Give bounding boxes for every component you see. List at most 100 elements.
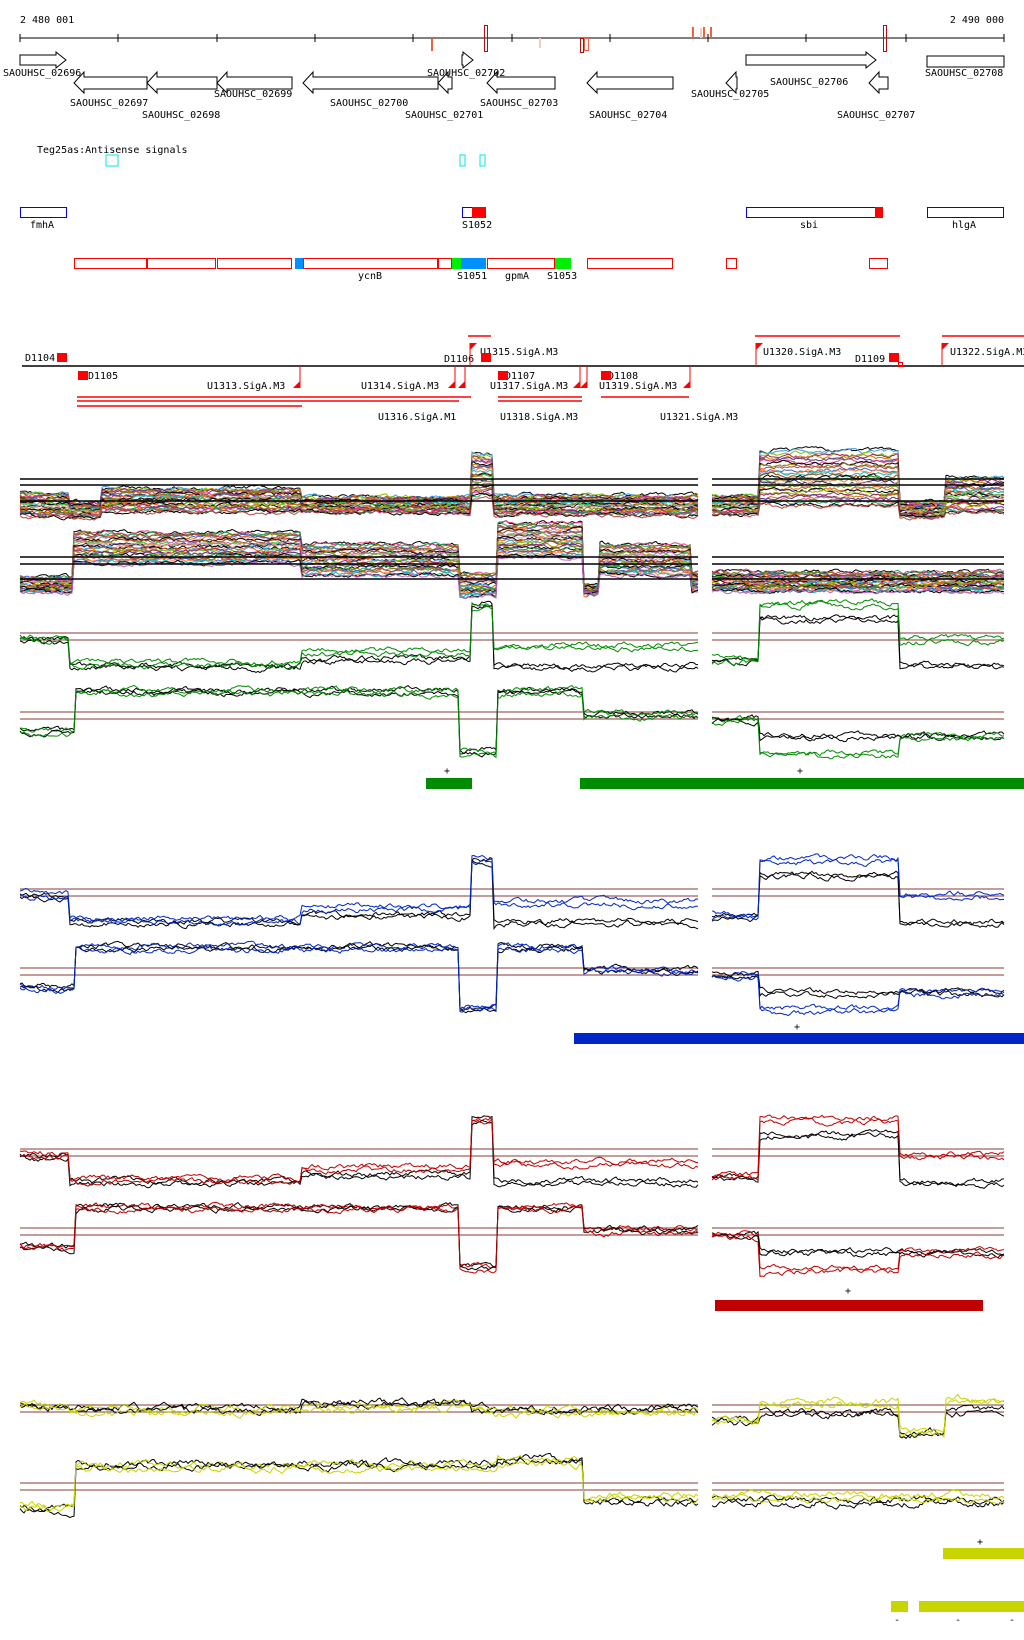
gene-arrow-icon (745, 50, 877, 70)
minus-strand-mark: - (955, 1615, 961, 1626)
expression-trace (19, 1114, 1005, 1183)
gene-label: SAOUHSC_02704 (589, 110, 667, 121)
annotation-box (555, 258, 571, 269)
annotation-box (74, 258, 147, 269)
antisense-track: Teg25as:Antisense signals (37, 145, 486, 167)
expression-trace (19, 853, 1005, 923)
gene-arrow-icon (73, 70, 148, 95)
plus-strand-mark: + (444, 766, 450, 777)
site-marker (898, 362, 903, 367)
gene-label: SAOUHSC_02698 (142, 110, 220, 121)
feature-sbi[interactable] (746, 207, 877, 218)
expression-trace (19, 1117, 1005, 1187)
antisense-label: Teg25as:Antisense signals (37, 145, 188, 156)
site-label: D1107 (505, 371, 535, 382)
expression-trace (19, 1115, 1005, 1187)
site-label: U1319.SigA.M3 (599, 381, 677, 392)
axis-start-label: 2 480 001 (20, 15, 74, 26)
region-bars: + + + + + - - - (426, 766, 1024, 1626)
feature-label: hlgA (952, 220, 976, 231)
axis-signal-mark (700, 28, 702, 38)
axis-signal-mark (692, 27, 694, 38)
minus-strand-mark: - (894, 1615, 900, 1626)
antisense-signal (459, 154, 466, 167)
expression-trace (19, 684, 1005, 757)
gene-arrow-icon (926, 55, 1005, 68)
site-label: D1105 (88, 371, 118, 382)
feature-S1052[interactable] (462, 207, 473, 218)
expression-trace (19, 1452, 1005, 1512)
annotation-track-blue: fmhA S1052 sbi hlgA (20, 207, 1004, 231)
site-label: U1321.SigA.M3 (660, 412, 738, 423)
annotation-box (438, 258, 452, 269)
gene-label: SAOUHSC_02708 (925, 68, 1003, 79)
expression-trace (19, 1201, 1005, 1272)
antisense-signal (105, 154, 119, 167)
site-label: U1318.SigA.M3 (500, 412, 578, 423)
gene-arrow-icon (461, 50, 474, 70)
feature-hlgA[interactable] (927, 207, 1004, 218)
annotation-track-red: ycnB S1051 gpmA S1053 (74, 258, 888, 282)
axis-signal-mark (883, 25, 887, 52)
gene-label: SAOUHSC_02706 (770, 77, 848, 88)
axis-signal-mark (580, 38, 584, 53)
site-marker (78, 371, 88, 380)
significant-region-bar (919, 1601, 1024, 1612)
expression-trace (19, 1204, 1005, 1271)
plus-strand-mark: + (794, 1022, 800, 1033)
site-label: U1315.SigA.M3 (480, 347, 558, 358)
gene-label: SAOUHSC_02700 (330, 98, 408, 109)
annotation-box (726, 258, 737, 269)
significant-region-bar (574, 1033, 1024, 1044)
feature-S1052-red (472, 207, 486, 218)
feature-label: gpmA (505, 271, 529, 282)
expression-trace (19, 858, 1005, 926)
site-flag-icon (448, 381, 455, 388)
antisense-signal (479, 154, 486, 167)
feature-sbi-red (875, 207, 883, 218)
plus-strand-mark: + (845, 1286, 851, 1297)
axis-signal-mark (703, 27, 705, 38)
site-marker (57, 353, 67, 362)
feature-fmhA[interactable] (20, 207, 67, 218)
expression-panels (19, 446, 1005, 1519)
site-flag-icon (580, 381, 587, 388)
expression-trace (19, 555, 1005, 600)
site-flag-icon (293, 381, 300, 388)
site-marker (481, 353, 491, 362)
site-flag-icon (683, 381, 690, 388)
significant-region-bar (715, 1300, 983, 1311)
site-marker (498, 371, 508, 380)
gene-label: SAOUHSC_02702 (427, 68, 505, 79)
gene-arrow-icon (725, 70, 738, 95)
gene-label: SAOUHSC_02701 (405, 110, 483, 121)
site-label: D1104 (25, 353, 55, 364)
axis-signal-mark (484, 25, 488, 52)
feature-label: ycnB (358, 271, 382, 282)
gene-arrow-icon (437, 70, 453, 95)
site-label: U1322.SigA.M3 (950, 347, 1024, 358)
expression-trace (19, 1397, 1005, 1437)
plus-strand-mark: + (977, 1537, 983, 1548)
expression-trace (19, 599, 1005, 670)
axis-signal-mark (431, 38, 433, 51)
gene-label: SAOUHSC_02699 (214, 89, 292, 100)
site-label: D1109 (855, 354, 885, 365)
expression-trace (19, 859, 1005, 931)
expression-trace (19, 1398, 1005, 1440)
axis-signal-mark (539, 38, 541, 48)
feature-label: fmhA (30, 220, 54, 231)
expression-trace (19, 540, 1005, 593)
gene-arrow-icon (302, 70, 439, 95)
gene-arrow-icon (146, 70, 218, 95)
gene-arrow-icon (586, 70, 674, 95)
site-flag-icon (573, 381, 580, 388)
feature-label: S1052 (462, 220, 492, 231)
gene-arrow-icon (868, 70, 889, 95)
coordinate-axis: 2 480 001 2 490 000 (19, 15, 1005, 53)
annotation-box (869, 258, 888, 269)
site-flag-icon (458, 381, 465, 388)
expression-trace (19, 857, 1005, 926)
gene-label: SAOUHSC_02697 (70, 98, 148, 109)
